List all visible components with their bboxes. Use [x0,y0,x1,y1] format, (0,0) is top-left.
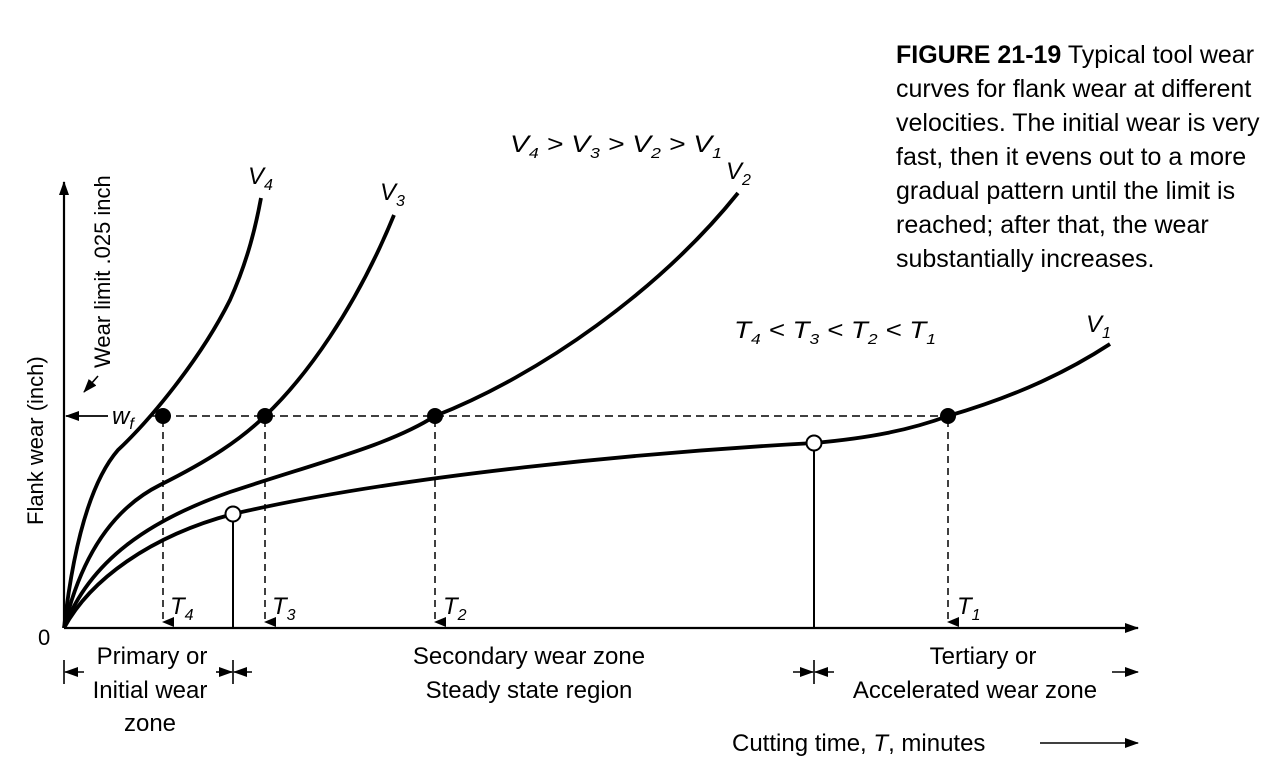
label-t3-main: T [272,593,289,620]
label-t4-sub: 4 [185,607,194,624]
label-t2: T2 [443,593,467,624]
label-v4-sub: 4 [264,177,273,194]
x-axis-label: Cutting time, T, minutes [732,730,985,757]
point-v4-limit [155,408,171,424]
caption-text: Typical tool wear curves for flank wear … [896,41,1260,273]
label-v3-sub: 3 [396,193,405,210]
label-t1-sub: 1 [972,607,981,624]
point-v3-limit [257,408,273,424]
curve-v4 [62,197,263,629]
label-t3: T3 [272,593,296,624]
wf-subscript: f [129,416,135,433]
label-t4-main: T [170,593,187,620]
label-t1: T1 [957,593,981,624]
label-v4: V4 [248,163,273,194]
label-t1-main: T [957,593,974,620]
zone-secondary-line1: Secondary wear zone [413,643,645,670]
zone-primary-line3: zone [124,710,176,737]
curve-v1 [62,342,1112,629]
origin-label: 0 [38,625,50,650]
label-v1: V1 [1086,311,1111,342]
y-axis-label: Flank wear (inch) [23,356,48,525]
label-t3-sub: 3 [287,607,296,624]
label-v2: V2 [726,158,751,189]
zone-primary-line2: Initial wear [93,677,208,704]
label-v4-main: V [248,163,266,190]
wear-limit-arrow [83,375,99,393]
zone-tertiary-line1: Tertiary or [930,643,1037,670]
wf-label: wf [112,403,135,433]
label-v3-main: V [380,179,398,206]
point-tertiary-start [805,434,823,452]
label-v3: V3 [380,179,405,210]
zone-secondary-line2: Steady state region [426,677,633,704]
figure-label: FIGURE 21-19 [896,41,1062,69]
zone-tertiary-line2: Accelerated wear zone [853,677,1097,704]
curve-v2 [62,191,740,629]
curve-v3 [62,214,396,629]
point-v2-limit [427,408,443,424]
figure-caption: FIGURE 21-19 Typical tool wear curves fo… [896,38,1276,276]
zone-primary-line1: Primary or [97,643,208,670]
label-v2-sub: 2 [741,172,751,189]
wf-main: w [112,403,131,430]
point-primary-end [224,505,242,523]
label-v2-main: V [726,158,744,185]
point-v1-limit [940,408,956,424]
label-t2-sub: 2 [457,607,467,624]
label-t4: T4 [170,593,194,624]
label-v1-main: V [1086,311,1104,338]
wear-limit-label: Wear limit .025 inch [90,175,115,368]
label-v1-sub: 1 [1102,325,1111,342]
label-t2-main: T [443,593,460,620]
